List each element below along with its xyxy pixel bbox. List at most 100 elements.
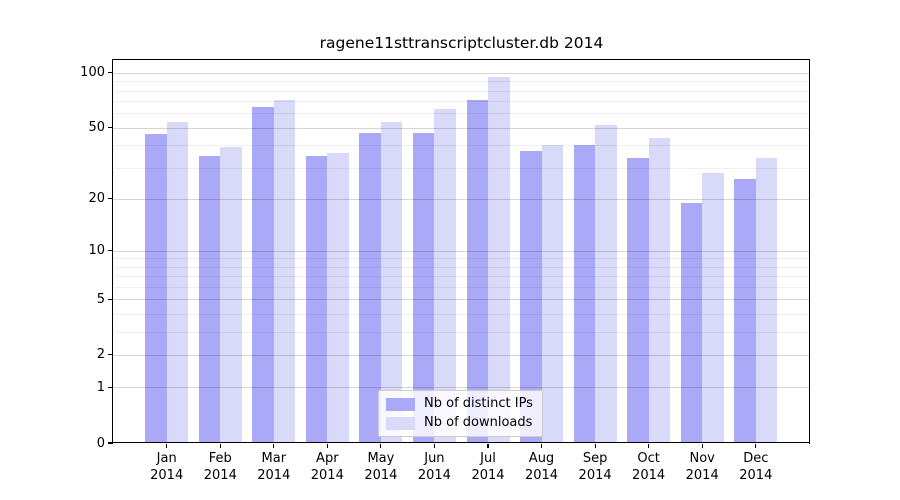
y-tick: [108, 386, 112, 388]
x-tick-month: Nov: [689, 451, 715, 466]
y-tick-label: 1: [96, 379, 105, 395]
x-tick-year: 2014: [632, 468, 666, 483]
bar-ips-dec: [734, 178, 756, 443]
x-tick-month: Feb: [208, 451, 232, 466]
x-tick-label-dec: Dec 2014: [726, 450, 786, 484]
bar-downloads-oct: [648, 137, 671, 443]
bar-ips-mar: [252, 106, 274, 443]
x-tick-year: 2014: [310, 468, 344, 483]
x-tick-year: 2014: [578, 468, 612, 483]
y-tick: [108, 198, 112, 200]
bar-downloads-mar: [273, 100, 296, 443]
x-tick: [219, 444, 221, 448]
x-tick-year: 2014: [203, 468, 237, 483]
legend-label: Nb of distinct IPs: [424, 396, 533, 411]
plot-spine-bottom: [113, 442, 810, 444]
bar-ips-nov: [680, 202, 703, 443]
x-tick-month: Oct: [637, 451, 660, 466]
x-tick-year: 2014: [471, 468, 505, 483]
x-tick: [701, 444, 703, 448]
x-tick-label-apr: Apr 2014: [297, 450, 357, 484]
bar-downloads-jan: [166, 121, 189, 443]
plot-spine-right: [809, 59, 811, 444]
x-tick: [755, 444, 757, 448]
x-tick-month: Jun: [424, 451, 445, 466]
bar-ips-sep: [573, 145, 596, 443]
legend-swatch-downloads: [386, 416, 415, 430]
gridline-major: [113, 198, 810, 200]
x-tick-label-aug: Aug 2014: [512, 450, 572, 484]
gridline-minor: [113, 113, 810, 115]
gridline-major: [113, 299, 810, 301]
bar-ips-jun: [412, 132, 435, 443]
bar-downloads-apr: [327, 153, 349, 443]
bar-ips-aug: [520, 151, 542, 443]
x-tick-month: Apr: [316, 451, 339, 466]
x-tick: [433, 444, 435, 448]
x-tick: [487, 444, 489, 448]
gridline-minor: [113, 145, 810, 147]
legend-item: Nb of downloads: [386, 415, 533, 431]
y-tick: [108, 298, 112, 300]
bar-downloads-jun: [434, 109, 456, 443]
bar-ips-may: [359, 132, 381, 443]
gridline-minor: [113, 90, 810, 92]
gridline-minor: [113, 313, 810, 315]
gridline-minor: [113, 258, 810, 260]
x-tick-month: Jan: [156, 451, 177, 466]
x-tick-month: Dec: [743, 451, 769, 466]
plot-area: Nb of distinct IPs Nb of downloads 0 1 2 5 10…: [80, 59, 811, 483]
gridline-minor: [113, 167, 810, 169]
y-tick: [108, 250, 112, 252]
gridline-minor: [113, 276, 810, 278]
y-tick: [108, 72, 112, 74]
gridline-major: [113, 250, 810, 252]
x-tick-label-sep: Sep 2014: [565, 450, 625, 484]
x-tick-label-jan: Jan 2014: [137, 450, 197, 484]
bar-downloads-jul: [488, 76, 510, 443]
x-tick-month: Aug: [528, 451, 555, 466]
x-tick-label-jun: Jun 2014: [404, 450, 464, 484]
x-tick-label-feb: Feb 2014: [190, 450, 250, 484]
bar-ips-feb: [198, 155, 221, 443]
y-tick-label: 2: [96, 347, 105, 363]
x-tick-year: 2014: [739, 468, 773, 483]
gridline-minor: [113, 81, 810, 83]
gridline-minor: [113, 101, 810, 103]
bar-downloads-sep: [595, 124, 617, 443]
x-tick: [540, 444, 543, 448]
bar-downloads-may: [380, 121, 403, 443]
bar-ips-oct: [627, 157, 649, 443]
y-tick-label: 50: [88, 120, 105, 136]
bar-ips-apr: [305, 155, 328, 443]
gridline-major: [113, 127, 810, 129]
x-tick: [166, 444, 168, 448]
gridline-major: [113, 354, 810, 356]
x-tick: [326, 444, 328, 448]
x-tick-year: 2014: [257, 468, 291, 483]
x-tick-label-mar: Mar 2014: [244, 450, 304, 484]
x-tick: [648, 444, 650, 448]
x-tick: [273, 444, 275, 448]
x-tick-year: 2014: [685, 468, 719, 483]
y-tick: [108, 442, 112, 444]
x-tick-month: Mar: [261, 451, 287, 466]
x-tick-month: Sep: [582, 451, 608, 466]
bar-downloads-aug: [541, 145, 564, 443]
x-tick-label-nov: Nov 2014: [672, 450, 732, 484]
x-tick-year: 2014: [150, 468, 184, 483]
plot-spine-top: [113, 59, 810, 61]
plot-spine-left: [112, 59, 114, 444]
bar-downloads-dec: [755, 157, 778, 443]
y-tick-label: 0: [96, 435, 105, 451]
x-tick-year: 2014: [524, 468, 559, 483]
bar-downloads-feb: [220, 147, 242, 443]
y-tick-label: 100: [80, 65, 105, 81]
legend-label: Nb of downloads: [424, 415, 533, 430]
legend: Nb of distinct IPs Nb of downloads: [378, 390, 543, 437]
gridline-major: [113, 387, 810, 389]
x-tick-label-jul: Jul 2014: [458, 450, 518, 484]
x-tick: [380, 444, 382, 448]
y-tick-label: 10: [88, 243, 105, 259]
